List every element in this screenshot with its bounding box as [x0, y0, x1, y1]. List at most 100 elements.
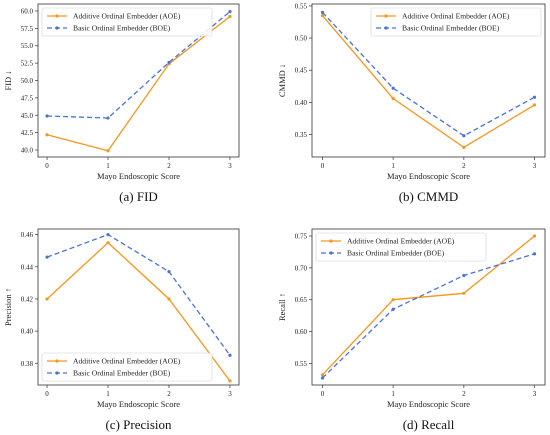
- x-tick-label: 3: [228, 390, 232, 398]
- legend-label-aoe: Additive Ordinal Embedder (AOE): [73, 12, 181, 21]
- legend-box: [370, 7, 542, 37]
- data-point-aoe: [45, 297, 49, 301]
- series-line-boe: [46, 233, 231, 356]
- y-tick-label: 0.55: [295, 360, 308, 368]
- data-point-boe: [106, 233, 110, 237]
- y-tick-label: 0.40: [295, 99, 308, 107]
- data-point-boe: [320, 10, 325, 14]
- x-axis-label: Mayo Endoscopic Score: [97, 399, 180, 409]
- series-line-aoe: [322, 235, 535, 376]
- data-point-boe: [391, 307, 395, 311]
- legend-marker: [55, 14, 59, 18]
- x-tick-label: 2: [462, 390, 466, 398]
- y-tick-label: 0.50: [295, 35, 308, 43]
- panel-caption: (c) Precision: [105, 417, 172, 432]
- y-tick-label: 0.65: [295, 296, 308, 304]
- legend-marker: [329, 239, 333, 243]
- x-tick-label: 1: [391, 162, 395, 170]
- data-point-aoe: [391, 96, 395, 101]
- data-point-aoe: [228, 379, 232, 383]
- y-tick-label: 0.38: [21, 360, 34, 368]
- y-tick-label: 55.0: [21, 42, 34, 50]
- data-point-boe: [106, 116, 110, 120]
- y-tick-label: 0.75: [295, 233, 308, 241]
- y-tick-label: 0.55: [295, 2, 308, 10]
- series-line-boe: [322, 11, 535, 137]
- x-tick-label: 3: [228, 162, 232, 170]
- panel-caption: (a) FID: [119, 189, 158, 204]
- data-point-aoe: [391, 298, 395, 302]
- y-tick-label: 57.5: [21, 25, 34, 33]
- series-line-aoe: [46, 16, 231, 152]
- legend: Additive Ordinal Embedder (AOE) Basic Ord…: [41, 352, 213, 382]
- y-axis-label: Precision ↑: [3, 288, 13, 326]
- y-tick-label: 0.60: [295, 328, 308, 336]
- legend-label-boe: Basic Ordinal Embedder (BOE): [73, 24, 171, 33]
- legend-marker: [55, 359, 59, 363]
- x-axis-label: Mayo Endoscopic Score: [387, 399, 470, 409]
- legend-label-boe: Basic Ordinal Embedder (BOE): [73, 369, 171, 378]
- series-line-aoe: [46, 241, 231, 382]
- legend: Additive Ordinal Embedder (AOE) Basic Ord…: [370, 7, 542, 37]
- x-axis-label: Mayo Endoscopic Score: [387, 171, 470, 181]
- y-tick-label: 0.35: [295, 131, 308, 139]
- y-tick-label: 47.5: [21, 94, 34, 102]
- y-tick-label: 45.0: [21, 112, 34, 120]
- x-tick-label: 3: [533, 390, 537, 398]
- data-point-boe: [532, 95, 537, 99]
- legend: Additive Ordinal Embedder (AOE) Basic Ord…: [315, 232, 487, 262]
- data-point-boe: [462, 273, 466, 278]
- x-tick-label: 0: [321, 390, 325, 398]
- y-tick-label: 0.70: [295, 264, 308, 272]
- data-point-boe: [167, 60, 171, 65]
- chart-panel-2: 0.35 0.40 0.45 0.50 0.55 0 1 2 3 Mayo Endoscopic …: [277, 2, 546, 204]
- panel-caption: (d) Recall: [403, 417, 455, 432]
- legend-marker: [55, 26, 59, 30]
- data-point-boe: [391, 86, 395, 90]
- y-axis-label: CMMD ↓: [277, 64, 287, 97]
- data-point-aoe: [228, 14, 232, 19]
- chart-panel-1: 40.0 42.5 45.0 47.5 50.0 52.5 55.0 57.5 60.0 0 1 2 3…: [3, 3, 240, 204]
- y-tick-label: 0.46: [21, 231, 34, 239]
- data-point-boe: [167, 270, 171, 274]
- data-point-aoe: [532, 234, 537, 238]
- chart-panel-4: 0.55 0.60 0.65 0.70 0.75 0 1 2 3 Mayo Endoscopic …: [277, 228, 546, 432]
- x-tick-label: 1: [391, 390, 395, 398]
- data-point-boe: [320, 376, 325, 380]
- y-tick-label: 40.0: [21, 147, 34, 155]
- x-axis-label: Mayo Endoscopic Score: [97, 171, 180, 181]
- y-tick-label: 50.0: [21, 77, 34, 85]
- data-point-boe: [228, 10, 232, 14]
- x-tick-label: 0: [321, 162, 325, 170]
- legend-label-aoe: Additive Ordinal Embedder (AOE): [73, 357, 181, 366]
- data-point-aoe: [106, 241, 110, 245]
- x-tick-label: 1: [106, 390, 110, 398]
- legend-label-boe: Basic Ordinal Embedder (BOE): [402, 24, 500, 33]
- y-tick-label: 42.5: [21, 129, 34, 137]
- legend: Additive Ordinal Embedder (AOE) Basic Ord…: [41, 7, 213, 37]
- data-point-boe: [532, 252, 537, 256]
- data-point-aoe: [45, 133, 49, 137]
- x-tick-label: 3: [533, 162, 537, 170]
- x-tick-label: 1: [106, 162, 110, 170]
- panel-caption: (b) CMMD: [399, 189, 459, 204]
- legend-marker: [384, 14, 388, 18]
- y-tick-label: 0.45: [295, 67, 308, 75]
- data-point-boe: [45, 255, 49, 259]
- y-tick-label: 0.40: [21, 328, 34, 336]
- y-axis-label: FID ↓: [3, 70, 13, 90]
- x-tick-label: 2: [167, 390, 171, 398]
- data-point-aoe: [462, 291, 466, 295]
- x-tick-label: 2: [462, 162, 466, 170]
- data-point-aoe: [320, 13, 325, 18]
- x-tick-label: 0: [45, 390, 49, 398]
- series-line-boe: [322, 253, 535, 379]
- data-point-aoe: [320, 373, 325, 377]
- y-tick-label: 60.0: [21, 7, 34, 15]
- chart-panel-3: 0.38 0.40 0.42 0.44 0.46 0 1 2 3 Mayo Endoscopic …: [3, 228, 240, 432]
- data-point-aoe: [532, 103, 537, 107]
- data-point-aoe: [462, 145, 466, 149]
- x-tick-label: 2: [167, 162, 171, 170]
- data-point-boe: [462, 134, 466, 138]
